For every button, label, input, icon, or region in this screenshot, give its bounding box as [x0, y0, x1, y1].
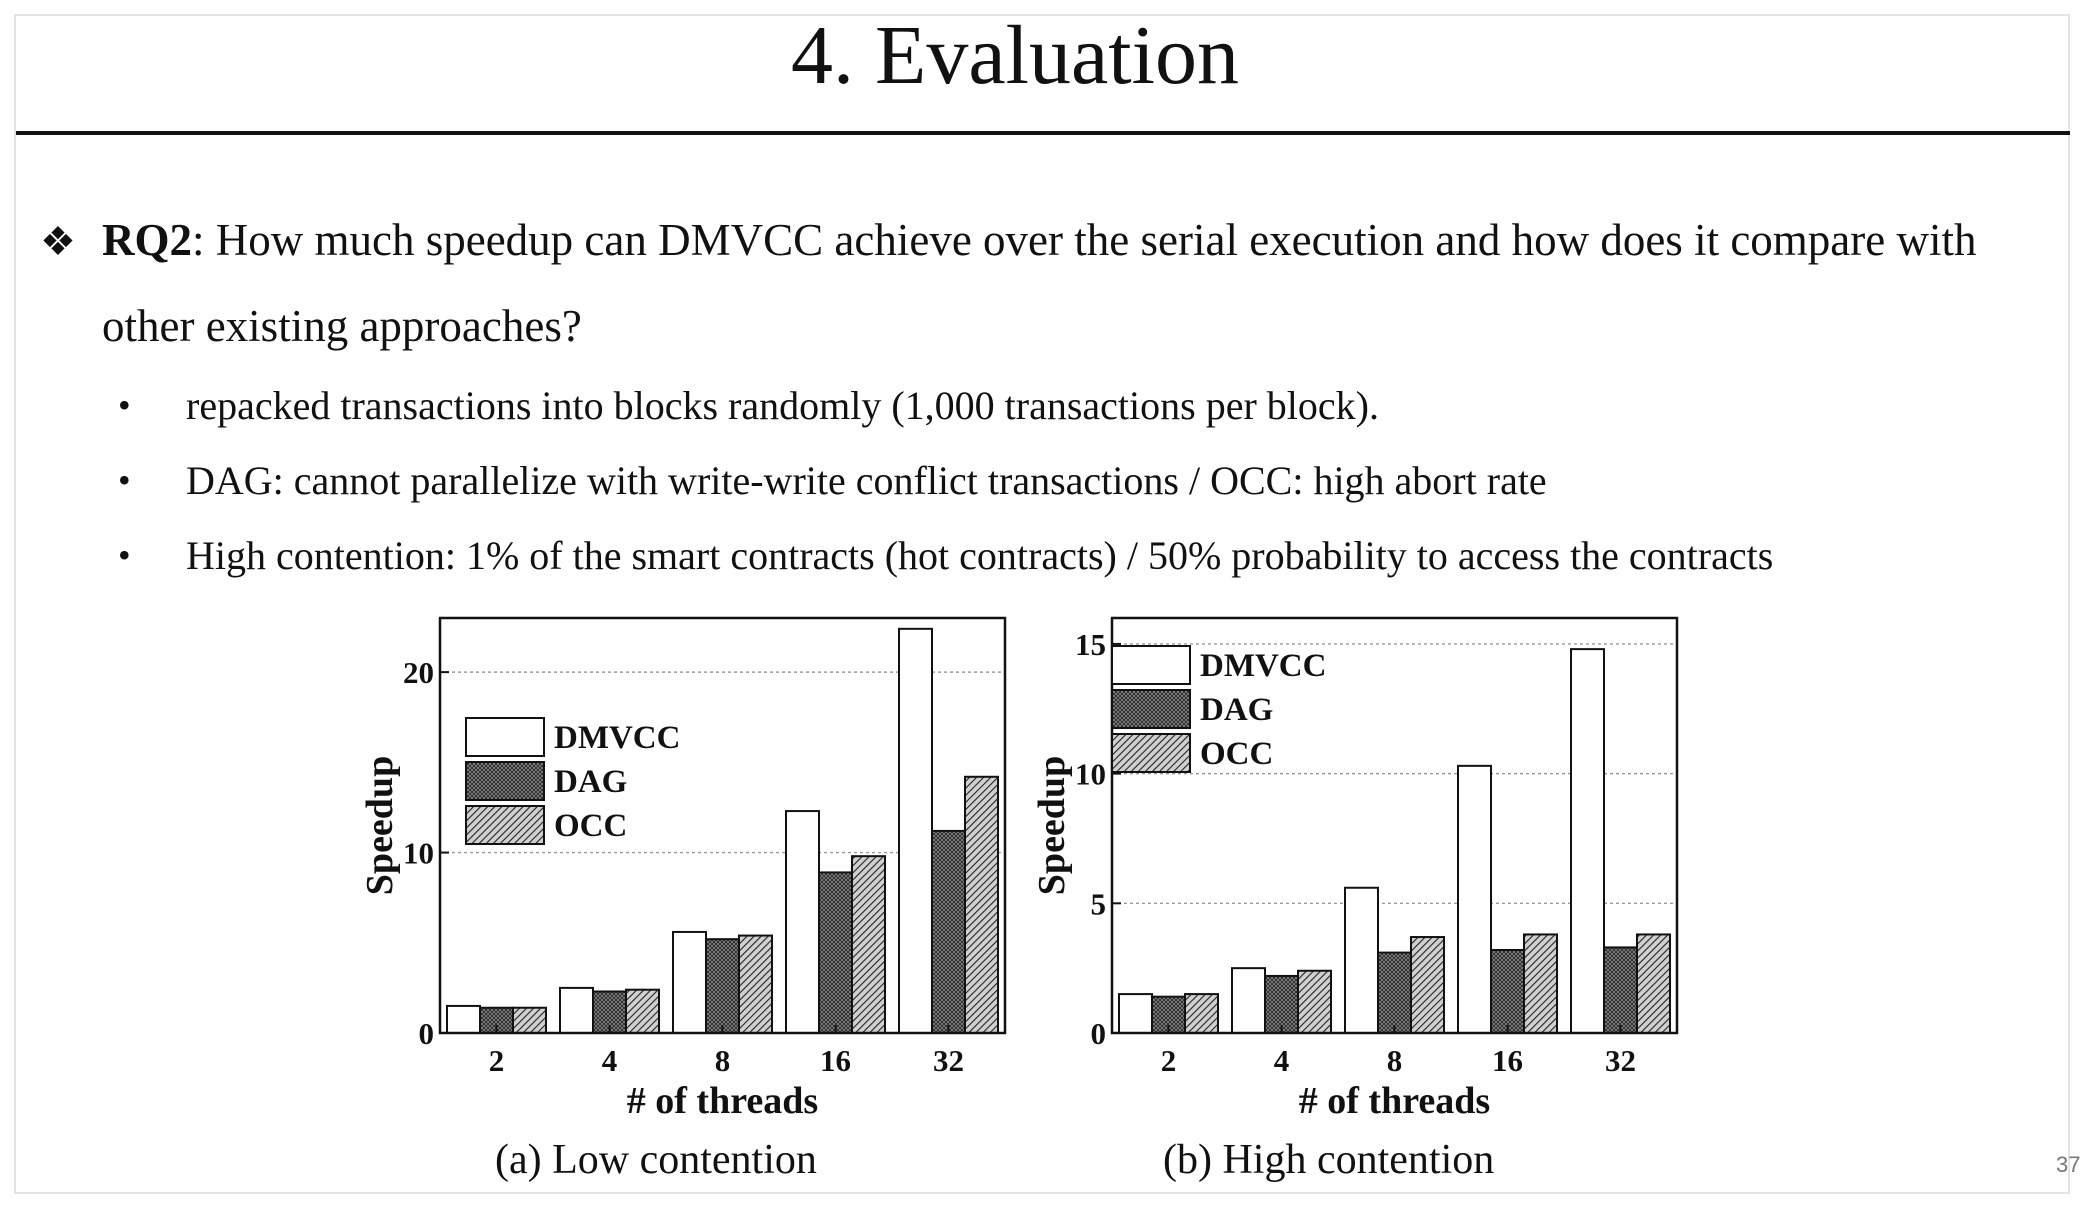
list-item: • repacked transactions into blocks rando… [118, 368, 2018, 443]
x-tick-label: 32 [1605, 1043, 1636, 1078]
y-tick-label: 10 [1075, 757, 1106, 792]
research-question: ❖ RQ2: How much speedup can DMVCC achieve… [40, 198, 2060, 368]
plot-frame [1110, 616, 1679, 1035]
bar-occ-4 [1297, 969, 1332, 1034]
caption-low-contention: (a) Low contention [495, 1137, 817, 1183]
legend-label-dmvcc: DMVCC [1200, 648, 1326, 684]
y-tick-label: 10 [403, 836, 434, 871]
y-axis-label: Speedup [1031, 756, 1073, 895]
y-tick-label: 20 [403, 655, 434, 690]
x-tick-label: 4 [602, 1043, 618, 1078]
legend-label-dag: DAG [1200, 692, 1273, 728]
bar-occ-32 [1636, 933, 1671, 1034]
bar-dag-8 [705, 938, 740, 1035]
bar-occ-4 [625, 988, 660, 1034]
x-tick-label: 2 [1161, 1043, 1177, 1078]
bar-dag-16 [1490, 949, 1525, 1034]
bar-dmvcc-4 [1231, 967, 1266, 1034]
list-item: • High contention: 1% of the smart contra… [118, 518, 2018, 593]
rq-text-continued: other existing approaches? [102, 301, 582, 351]
bar-dmvcc-16 [1457, 764, 1492, 1034]
y-tick-label: 15 [1075, 627, 1106, 662]
legend-swatch-occ [465, 805, 545, 845]
bar-dmvcc-16 [785, 810, 820, 1034]
bar-dag-32 [1603, 946, 1638, 1034]
bar-occ-2 [512, 1006, 547, 1035]
bar-dmvcc-2 [446, 1004, 481, 1035]
x-tick-label: 16 [820, 1043, 851, 1078]
bar-occ-8 [738, 934, 773, 1034]
bar-dmvcc-2 [1118, 993, 1153, 1034]
bullet-dot-icon: • [118, 385, 131, 425]
rq-label: RQ2 [102, 215, 192, 265]
bar-dmvcc-8 [672, 930, 707, 1034]
bar-dmvcc-8 [1344, 886, 1379, 1034]
slide-title: 4. Evaluation [791, 9, 1239, 102]
plot-frame [438, 616, 1007, 1035]
bar-dmvcc-32 [898, 627, 933, 1035]
list-item-text: DAG: cannot parallelize with write-write… [186, 458, 1547, 503]
x-axis-label: # of threads [1299, 1080, 1490, 1122]
bullet-dot-icon: • [118, 535, 131, 575]
y-axis-label: Speedup [359, 756, 401, 895]
slide-frame [14, 14, 2070, 1194]
legend-swatch-dmvcc [1111, 645, 1191, 685]
x-tick-label: 32 [933, 1043, 964, 1078]
chart-low-contention: 2 4 8 16 32 0 10 20 # of threads Speedup DMVCC DAG O… [340, 600, 1040, 1210]
bullet-list: • repacked transactions into blocks rando… [118, 368, 2018, 593]
page-number: 37 [2056, 1152, 2080, 1177]
legend-swatch-dmvcc [465, 717, 545, 757]
y-tick-label: 0 [1091, 1016, 1107, 1051]
legend-label-dag: DAG [554, 764, 627, 800]
chart-high-contention-svg: 2 4 8 16 32 0 5 10 15 # of threads Speedup DMVCC DAG… [1031, 616, 1679, 1122]
bar-dmvcc-32 [1570, 648, 1605, 1034]
chart-high-contention: 2 4 8 16 32 0 5 10 15 # of threads Speedup DMVCC DAG… [1012, 600, 1712, 1210]
bar-occ-16 [851, 855, 886, 1034]
x-tick-label: 8 [715, 1043, 731, 1078]
legend-label-dmvcc: DMVCC [554, 720, 680, 756]
x-tick-label: 8 [1387, 1043, 1403, 1078]
x-tick-label: 4 [1274, 1043, 1290, 1078]
bullet-dot-icon: • [118, 460, 131, 500]
bar-dag-8 [1377, 951, 1412, 1034]
legend-swatch-dag [465, 761, 545, 801]
y-tick-label: 5 [1091, 886, 1107, 921]
legend-label-occ: OCC [554, 808, 627, 844]
bar-dmvcc-4 [559, 986, 594, 1034]
list-item-text: repacked transactions into blocks random… [186, 383, 1379, 428]
x-tick-label: 16 [1492, 1043, 1523, 1078]
bar-occ-16 [1523, 933, 1558, 1034]
chart-low-contention-svg: 2 4 8 16 32 0 10 20 # of threads Speedup DMVCC DAG O… [359, 616, 1007, 1122]
list-item: • DAG: cannot parallelize with write-writ… [118, 443, 2018, 518]
title-divider [16, 131, 2070, 135]
diamond-bullet-icon: ❖ [40, 219, 76, 264]
bar-occ-32 [964, 775, 999, 1034]
bar-dag-16 [818, 871, 853, 1035]
legend-swatch-occ [1111, 733, 1191, 773]
bar-dag-4 [1264, 974, 1299, 1034]
legend-swatch-dag [1111, 689, 1191, 729]
x-tick-label: 2 [489, 1043, 505, 1078]
bar-dag-32 [931, 829, 966, 1034]
bar-occ-2 [1184, 993, 1219, 1034]
x-axis-label: # of threads [627, 1080, 818, 1122]
y-tick-label: 0 [419, 1016, 435, 1051]
legend-label-occ: OCC [1200, 736, 1273, 772]
bar-occ-8 [1410, 936, 1445, 1034]
caption-high-contention: (b) High contention [1163, 1137, 1495, 1183]
list-item-text: High contention: 1% of the smart contrac… [186, 533, 1774, 578]
rq-text: : How much speedup can DMVCC achieve ove… [192, 215, 1977, 265]
